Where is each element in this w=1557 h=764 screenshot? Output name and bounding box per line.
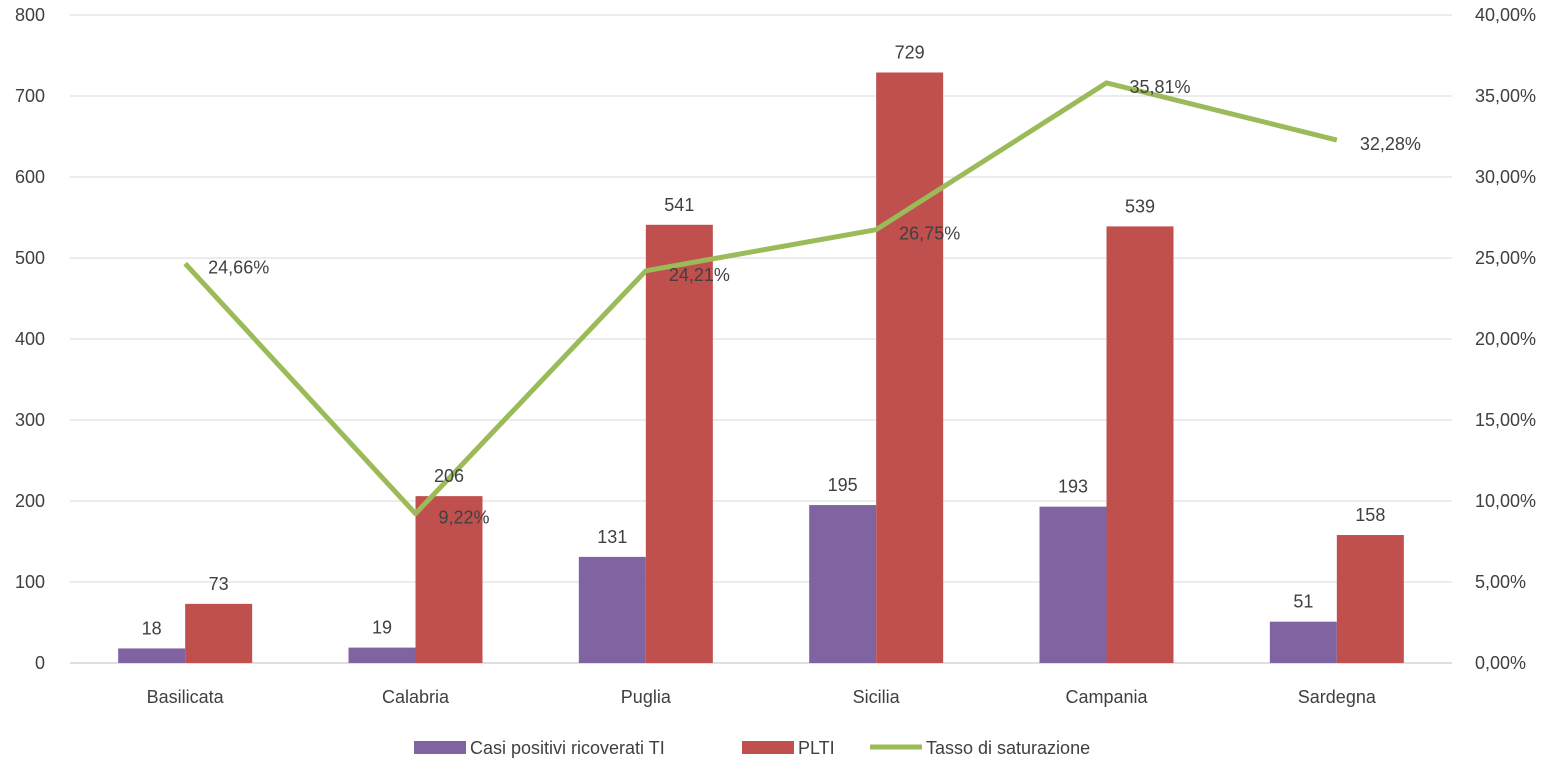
bar-data-label: 729 <box>895 43 925 63</box>
bar <box>578 556 646 663</box>
bar <box>1039 506 1107 663</box>
left-tick-label: 500 <box>15 248 45 268</box>
right-axis-ticks: 0,00% 5,00% 10,00% 15,00% 20,00% 25,00% 30,00%… <box>1475 5 1536 673</box>
bar <box>118 648 186 663</box>
bar-data-label: 541 <box>664 195 694 215</box>
bar-data-label: 131 <box>597 527 627 547</box>
bar-data-label: 19 <box>372 618 392 638</box>
left-axis-ticks: 0 100 200 300 400 500 600 700 800 <box>15 5 45 673</box>
category-label: Campania <box>1065 687 1148 707</box>
left-tick-label: 400 <box>15 329 45 349</box>
right-tick-label: 10,00% <box>1475 491 1536 511</box>
left-tick-label: 200 <box>15 491 45 511</box>
category-label: Sicilia <box>853 687 901 707</box>
legend-label: Casi positivi ricoverati TI <box>470 738 665 758</box>
bar-data-label: 18 <box>142 618 162 638</box>
bar <box>1269 621 1337 663</box>
bar <box>876 72 944 663</box>
line-series <box>183 80 1338 517</box>
category-label: Basilicata <box>147 687 225 707</box>
right-tick-label: 40,00% <box>1475 5 1536 25</box>
category-axis-labels: Basilicata Calabria Puglia Sicilia Campania S… <box>147 687 1377 707</box>
left-tick-label: 300 <box>15 410 45 430</box>
left-tick-label: 100 <box>15 572 45 592</box>
category-label: Calabria <box>382 687 450 707</box>
gridlines <box>70 14 1452 664</box>
line-data-label: 24,21% <box>669 265 730 285</box>
left-tick-label: 800 <box>15 5 45 25</box>
bar <box>809 505 877 663</box>
bar <box>415 496 483 663</box>
bar-data-label: 193 <box>1058 477 1088 497</box>
right-tick-label: 5,00% <box>1475 572 1526 592</box>
right-tick-label: 0,00% <box>1475 653 1526 673</box>
bar <box>1106 226 1174 663</box>
right-tick-label: 30,00% <box>1475 167 1536 187</box>
line-data-label: 32,28% <box>1360 134 1421 154</box>
line-data-label: 24,66% <box>208 258 269 278</box>
bar-data-label: 195 <box>828 475 858 495</box>
bar-data-label: 158 <box>1355 505 1385 525</box>
legend-label: Tasso di saturazione <box>926 738 1090 758</box>
line-data-label: 26,75% <box>899 224 960 244</box>
bar-series <box>118 72 1404 664</box>
legend: Casi positivi ricoverati TI PLTI Tasso di … <box>414 738 1090 758</box>
bar-data-label: 539 <box>1125 196 1155 216</box>
legend-bar-swatch <box>414 741 466 754</box>
right-tick-label: 35,00% <box>1475 86 1536 106</box>
line-data-label: 9,22% <box>439 508 490 528</box>
left-tick-label: 600 <box>15 167 45 187</box>
right-tick-label: 25,00% <box>1475 248 1536 268</box>
legend-bar-swatch <box>742 741 794 754</box>
bar <box>1336 535 1404 663</box>
saturation-line <box>183 80 1338 517</box>
left-tick-label: 0 <box>35 653 45 673</box>
left-tick-label: 700 <box>15 86 45 106</box>
bar <box>645 224 713 664</box>
category-label: Sardegna <box>1298 687 1377 707</box>
bar-data-label: 206 <box>434 466 464 486</box>
line-data-label: 35,81% <box>1130 77 1191 97</box>
right-tick-label: 20,00% <box>1475 329 1536 349</box>
right-tick-label: 15,00% <box>1475 410 1536 430</box>
data-labels: 18 19 131 195 193 51 73 206 541 729 539 158 24,66% 9,… <box>142 43 1421 639</box>
bar <box>185 603 253 663</box>
category-label: Puglia <box>621 687 672 707</box>
bar-data-label: 51 <box>1293 592 1313 612</box>
bar <box>348 647 416 663</box>
bar-data-label: 73 <box>209 574 229 594</box>
legend-label: PLTI <box>798 738 835 758</box>
